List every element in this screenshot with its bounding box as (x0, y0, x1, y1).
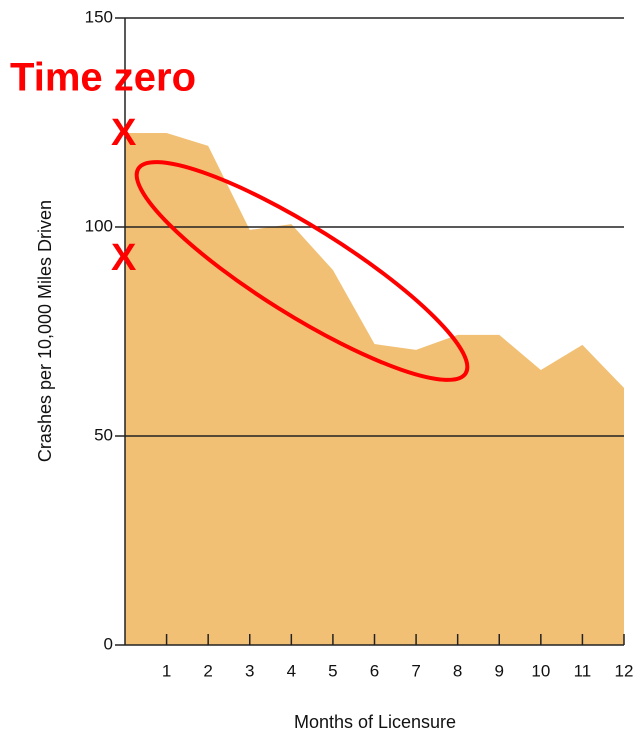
x-tick-label: 6 (370, 661, 379, 680)
x-axis-title: Months of Licensure (294, 712, 456, 732)
x-tick-label: 9 (495, 661, 504, 680)
x-tick-label: 3 (245, 661, 254, 680)
x-tick-label: 8 (453, 661, 462, 680)
x-tick-label: 12 (615, 661, 634, 680)
x-tick-label: 2 (203, 661, 212, 680)
y-tick-label: 0 (104, 634, 113, 653)
annotation: X (111, 237, 137, 279)
x-tick-label: 4 (287, 661, 296, 680)
y-tick-label: 50 (94, 425, 113, 444)
area (125, 132, 624, 645)
x-tick-label: 10 (531, 661, 550, 680)
annotation: X (111, 112, 137, 154)
y-axis-title: Crashes per 10,000 Miles Driven (35, 200, 55, 462)
x-tick-label: 11 (574, 661, 592, 680)
annotation: Time zero (10, 56, 196, 100)
x-tick-label: 7 (411, 661, 420, 680)
x-tick-label: 1 (162, 661, 171, 680)
highlight-ellipse (134, 160, 470, 382)
y-tick-label: 100 (85, 216, 113, 235)
y-tick-label: 150 (85, 7, 113, 26)
x-tick-label: 5 (328, 661, 337, 680)
